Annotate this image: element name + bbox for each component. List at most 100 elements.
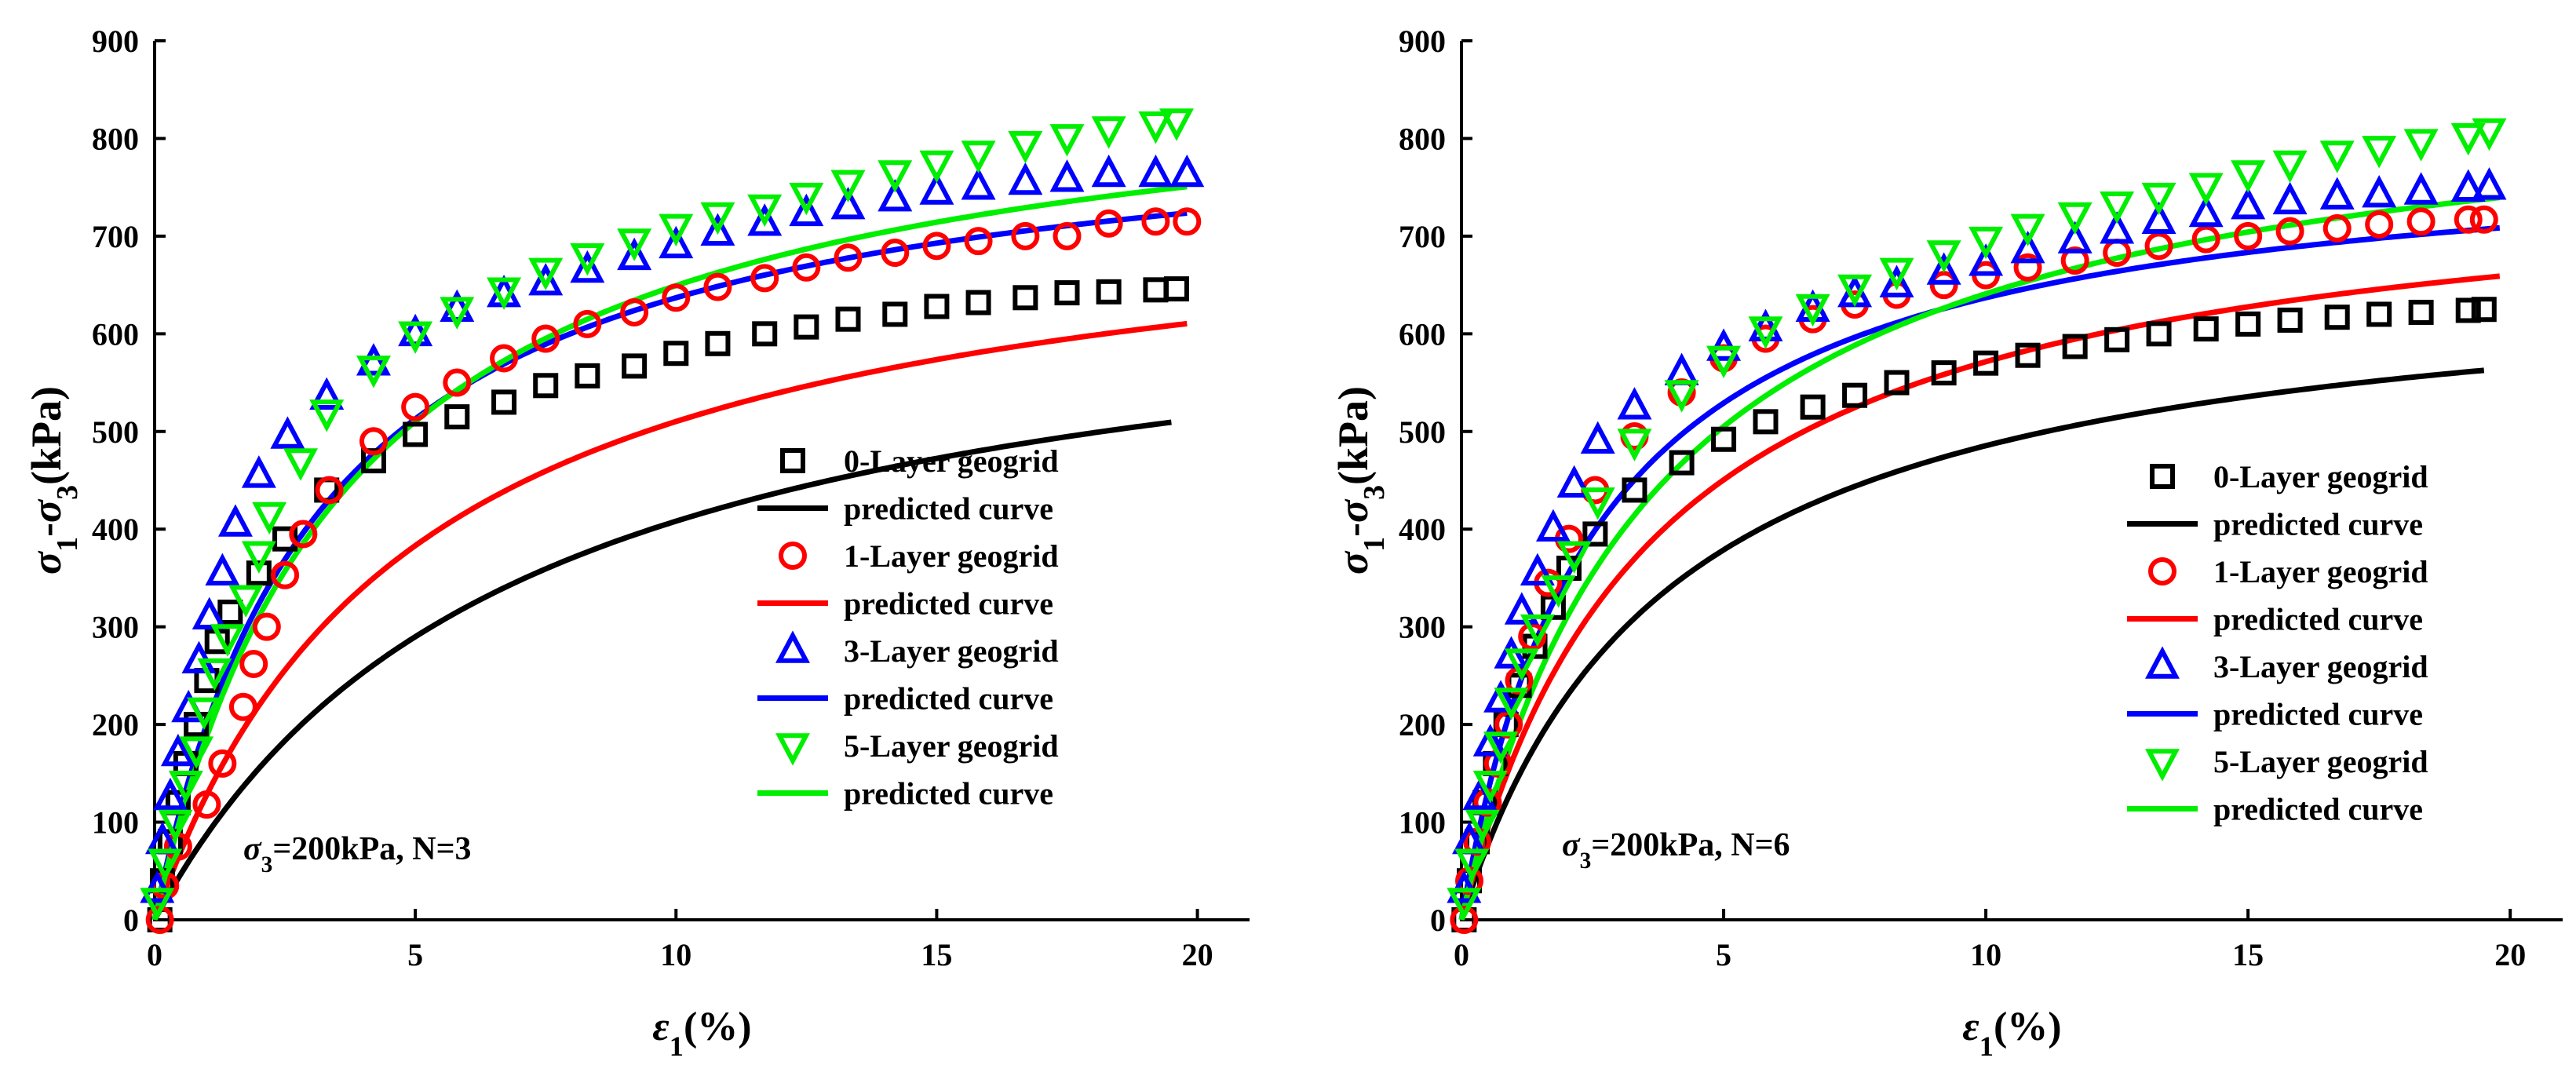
data-point-square [2015,342,2041,368]
x-tick-label: 10 [1970,937,2001,972]
data-point-triangle-down [659,213,694,247]
x-tick-label: 20 [1182,937,1213,972]
data-point-triangle-up [1169,154,1205,188]
data-point-circle [703,272,732,301]
data-point-triangle-down [2057,202,2093,235]
data-point-triangle-up [1926,252,1961,285]
data-point-triangle-up [2010,230,2045,264]
data-point-circle [2103,239,2132,268]
data-point-triangle-down [1483,731,1519,764]
data-point-circle [252,612,281,641]
data-point-triangle-up [1580,421,1615,454]
data-point-triangle-down [528,257,564,291]
data-point-triangle-down [2403,129,2439,162]
data-point-triangle-up [2100,211,2135,244]
legend-marker-swatch [775,630,810,663]
data-point-triangle-down [309,399,345,432]
data-point-triangle-down [197,658,232,691]
data-point-square [1753,409,1779,435]
data-point-triangle-up [570,250,605,283]
data-point-circle [922,232,951,261]
data-point-square [882,301,908,327]
data-point-circle [1518,622,1547,651]
data-point-triangle-up [270,416,305,449]
y-tick-label: 300 [92,610,139,645]
data-point-circle [2191,224,2220,253]
data-point-square [2277,307,2303,333]
data-point-triangle-up [1483,680,1519,713]
legend-marker-swatch [779,542,807,570]
data-point-triangle-down [1465,809,1500,843]
data-point-triangle-down [2319,140,2355,173]
right-chart-panel: 0 100 200 300 400 500 600 700 800 900 0 5 10 15 20 ε1(%… [1330,24,2563,1062]
data-point-square [965,290,991,316]
data-point-triangle-down [148,848,183,881]
data-point-triangle-up [2450,169,2486,202]
x-tick-label: 20 [2494,937,2526,972]
data-point-square [622,353,648,379]
data-point-triangle-down [2188,173,2224,206]
x-tick-label: 5 [407,937,423,972]
data-point-triangle-up [2188,194,2224,228]
data-point-circle [228,692,257,721]
data-point-square [1842,382,1868,408]
data-point-triangle-up [205,553,240,586]
legend-label: 1-Layer geogrid [2213,554,2428,589]
predicted-curve-line-1 [151,419,1172,921]
data-point-triangle-down [1159,108,1194,141]
data-point-triangle-down [2472,118,2507,151]
y-tick-label: 500 [1399,414,1446,450]
data-point-triangle-up [830,186,866,220]
data-point-triangle-down [1748,316,1783,349]
data-point-triangle-down [700,202,735,235]
data-point-triangle-up [2057,221,2093,253]
data-point-circle [271,560,300,589]
data-point-triangle-down [140,888,175,921]
data-point-triangle-up [2319,177,2355,210]
data-point-triangle-down [1504,648,1539,681]
data-point-triangle-up [2472,167,2507,200]
data-point-triangle-down [210,624,245,657]
legend-marker-swatch [2145,646,2180,679]
data-point-circle [315,476,344,505]
data-point-triangle-down [1008,130,1043,164]
data-point-circle [2234,221,2263,250]
data-point-triangle-down [2100,191,2135,224]
data-point-triangle-down [1472,770,1508,804]
data-point-triangle-down [1494,688,1529,720]
data-point-circle [531,324,560,353]
data-point-triangle-down [1520,614,1555,647]
legend-label: 5-Layer geogrid [2213,744,2428,779]
legend-label: predicted curve [2213,507,2423,542]
data-point-square [924,294,950,319]
data-point-triangle-down [356,356,391,388]
x-tick-label: 0 [1454,937,1469,972]
data-point-square [1013,285,1038,311]
y-tick-label: 700 [1399,219,1446,254]
data-point-square [2366,301,2392,327]
data-point-square [1931,360,1957,386]
data-point-triangle-down [1837,274,1873,308]
data-point-triangle-down [830,170,866,203]
data-point-square [444,404,470,430]
data-point-square [705,330,731,356]
data-point-square [217,600,243,625]
data-point-triangle-down [919,150,954,184]
data-point-triangle-up [1968,243,2004,276]
data-point-circle [2275,217,2304,246]
data-point-circle [239,649,268,678]
legend-marker-swatch [2150,464,2175,489]
data-point-square [1884,370,1910,396]
x-tick-label: 0 [147,937,162,972]
data-point-square [491,389,517,415]
data-point-triangle-down [878,160,913,193]
data-point-square [794,314,819,340]
data-point-square [272,526,298,552]
legend-marker-swatch [2145,749,2180,782]
y-tick-label: 100 [1399,805,1446,841]
data-point-triangle-down [2231,160,2266,193]
legend-label: predicted curve [844,586,1053,622]
data-point-circle [2365,210,2394,239]
x-tick-label: 10 [660,937,691,972]
data-point-triangle-down [487,277,522,310]
